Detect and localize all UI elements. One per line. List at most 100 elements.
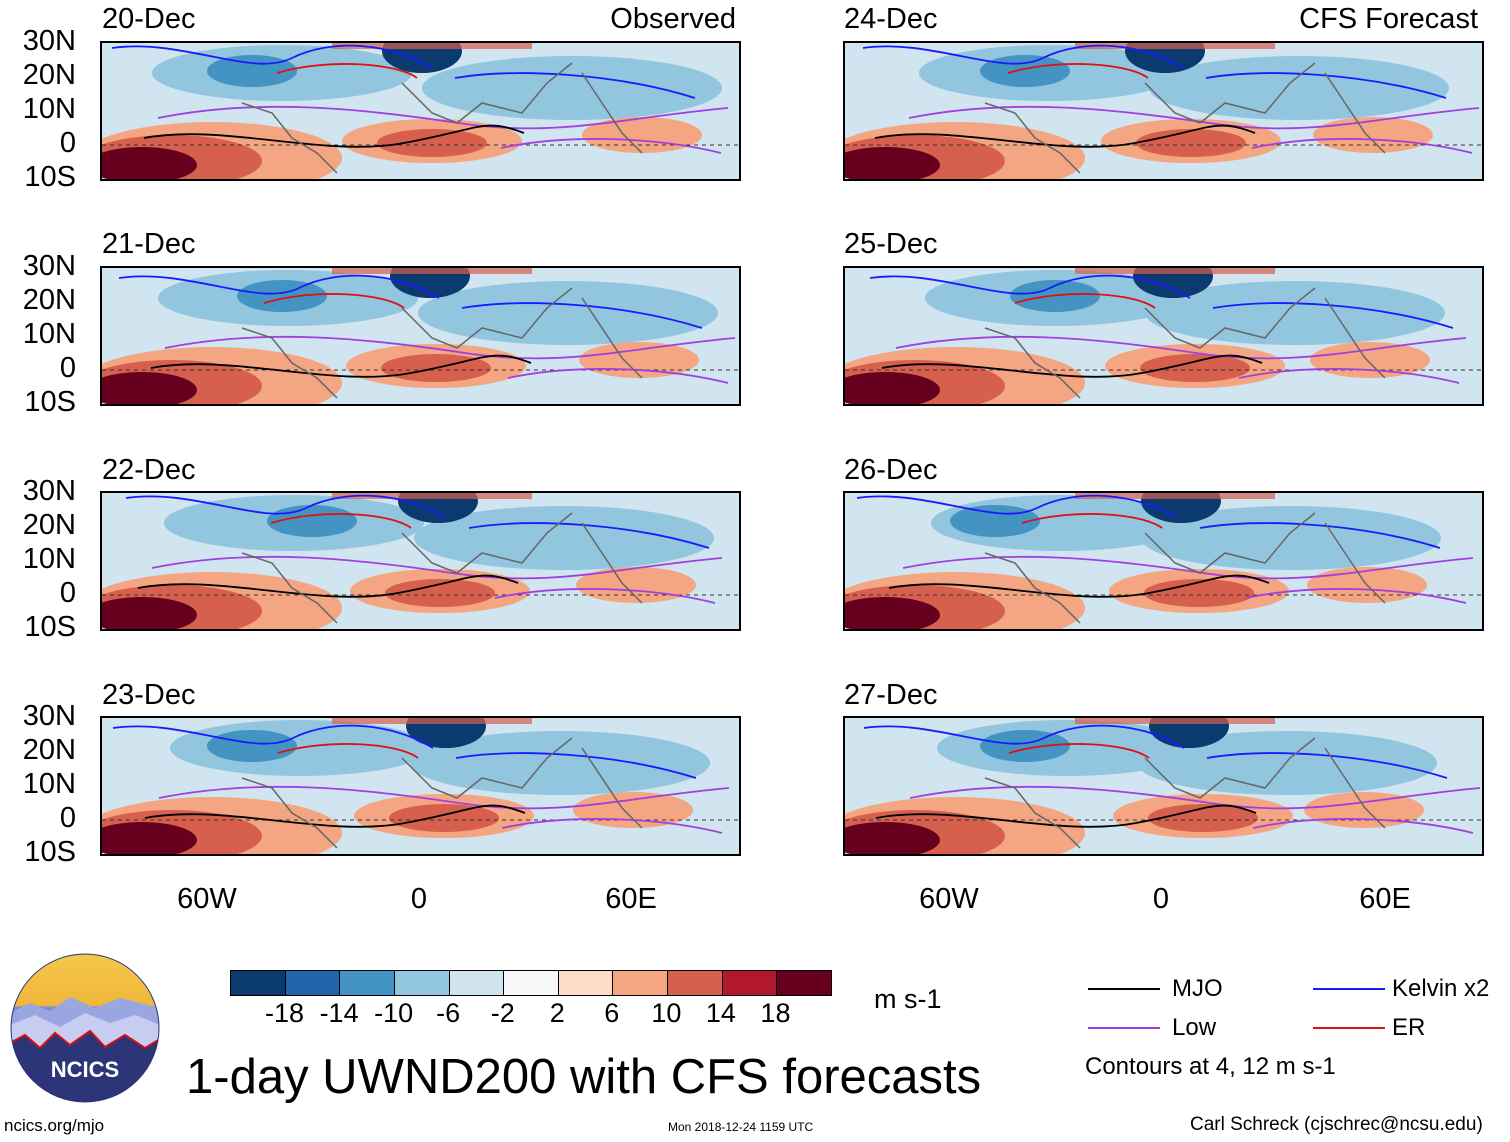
field-pos-strip bbox=[332, 268, 532, 274]
footer-timestamp: Mon 2018-12-24 1159 UTC bbox=[668, 1120, 814, 1134]
contour-line bbox=[1199, 522, 1441, 549]
field-pos-strip bbox=[1075, 268, 1275, 274]
contour-line bbox=[895, 335, 1467, 360]
y-tick-row2-0: 30N bbox=[22, 250, 76, 282]
map-panel-21-dec bbox=[100, 266, 741, 406]
contour-line bbox=[143, 124, 525, 148]
contour-line bbox=[1007, 63, 1149, 79]
contour-line bbox=[501, 818, 723, 834]
legend-label-low: Low bbox=[1172, 1014, 1217, 1041]
coastline bbox=[1324, 72, 1386, 154]
contour-note: Contours at 4, 12 m s-1 bbox=[1085, 1053, 1336, 1080]
field-strong-pos bbox=[102, 822, 197, 854]
field-pos-core bbox=[1136, 129, 1246, 157]
y-tick-row3-0: 30N bbox=[22, 475, 76, 507]
y-tick-row4-3: 0 bbox=[59, 802, 76, 834]
coastline bbox=[401, 737, 573, 799]
contour-line bbox=[863, 724, 1185, 749]
colorbar-label-7: 10 bbox=[651, 998, 682, 1028]
coastline bbox=[581, 297, 643, 379]
contour-line bbox=[112, 724, 434, 749]
cfs-forecast-label: CFS Forecast bbox=[1299, 3, 1478, 35]
field-pos-patch bbox=[573, 792, 693, 828]
contour-line bbox=[902, 555, 1474, 580]
y-tick-row1-2: 10N bbox=[22, 93, 76, 125]
y-tick-row3-3: 0 bbox=[59, 577, 76, 609]
contour-line bbox=[1252, 818, 1474, 834]
panel-date-23-dec: 23-Dec bbox=[102, 679, 196, 711]
colorbar-label-3: -6 bbox=[436, 998, 461, 1028]
field-pos-strip bbox=[332, 718, 532, 724]
ncics-logo: NCICS bbox=[10, 953, 160, 1103]
y-tick-row4-1: 20N bbox=[22, 734, 76, 766]
field-pos-core bbox=[377, 129, 487, 157]
field-neg-core bbox=[237, 280, 327, 312]
panel-date-27-dec: 27-Dec bbox=[844, 679, 938, 711]
field-neg-patch bbox=[1145, 281, 1445, 345]
coastline bbox=[984, 552, 1081, 624]
footer-author: Carl Schreck (cjschrec@ncsu.edu) bbox=[1190, 1114, 1483, 1135]
field-strong-neg bbox=[406, 718, 486, 748]
contour-line bbox=[151, 555, 723, 580]
colorbar-swatch-5 bbox=[504, 971, 559, 995]
y-tick-row4-2: 10N bbox=[22, 768, 76, 800]
contour-line bbox=[164, 335, 736, 360]
contour-line bbox=[277, 743, 419, 759]
contour-line bbox=[150, 354, 532, 378]
contour-line bbox=[1238, 368, 1460, 384]
colorbar-swatch-4 bbox=[449, 971, 505, 995]
field-neg-patch bbox=[418, 281, 718, 345]
field-neg-core bbox=[207, 730, 297, 762]
colorbar-swatch-2 bbox=[340, 971, 395, 995]
colorbar-swatch-9 bbox=[722, 971, 778, 995]
coastline bbox=[984, 102, 1081, 174]
panel-date-21-dec: 21-Dec bbox=[102, 228, 196, 260]
colorbar-swatch-0 bbox=[231, 971, 286, 995]
coastline bbox=[1144, 512, 1316, 574]
coastline bbox=[1324, 297, 1386, 379]
contour-line bbox=[1245, 588, 1467, 604]
colorbar-swatch-6 bbox=[558, 971, 614, 995]
field-pos-strip bbox=[1075, 718, 1275, 724]
field-pos-strip bbox=[1075, 43, 1275, 49]
field-strong-neg bbox=[398, 493, 478, 523]
contour-line bbox=[862, 44, 1184, 69]
coastline bbox=[1324, 747, 1386, 829]
contour-line bbox=[1212, 302, 1454, 329]
coastline bbox=[401, 287, 573, 349]
contour-line bbox=[869, 274, 1191, 299]
y-tick-row3-1: 20N bbox=[22, 509, 76, 541]
colorbar-label-2: -10 bbox=[374, 998, 414, 1028]
contour-line bbox=[494, 588, 716, 604]
colorbar-label-9: 18 bbox=[760, 998, 791, 1028]
contour-line bbox=[455, 752, 697, 779]
contour-line bbox=[461, 302, 703, 329]
contour-line bbox=[874, 124, 1256, 148]
field-pos-patch bbox=[579, 342, 699, 378]
contour-line bbox=[1251, 138, 1473, 154]
field-pos-strip bbox=[332, 493, 532, 499]
y-tick-row1-1: 20N bbox=[22, 59, 76, 91]
x-tick-0-left: 0 bbox=[410, 883, 428, 915]
colorbar-swatch-7 bbox=[613, 971, 669, 995]
contour-line bbox=[500, 138, 722, 154]
field-strong-pos bbox=[845, 147, 940, 179]
map-panel-20-dec bbox=[100, 41, 741, 181]
x-tick-60e-left: 60E bbox=[605, 883, 657, 915]
colorbar-swatch-1 bbox=[285, 971, 341, 995]
field-pos-core bbox=[1148, 804, 1258, 832]
panel-date-22-dec: 22-Dec bbox=[102, 454, 196, 486]
field-neg-core bbox=[980, 55, 1070, 87]
colorbar bbox=[230, 970, 832, 996]
colorbar-swatch-10 bbox=[777, 971, 832, 995]
coastline bbox=[1144, 62, 1316, 124]
legend-line-kelvin bbox=[1313, 988, 1385, 990]
coastline bbox=[241, 327, 338, 399]
coastline bbox=[1144, 287, 1316, 349]
coastline bbox=[241, 102, 338, 174]
x-tick-60w-left: 60W bbox=[177, 883, 237, 915]
contour-line bbox=[111, 44, 433, 69]
contour-line bbox=[888, 574, 1270, 598]
contour-line bbox=[270, 513, 412, 529]
legend-line-low bbox=[1088, 1027, 1160, 1029]
